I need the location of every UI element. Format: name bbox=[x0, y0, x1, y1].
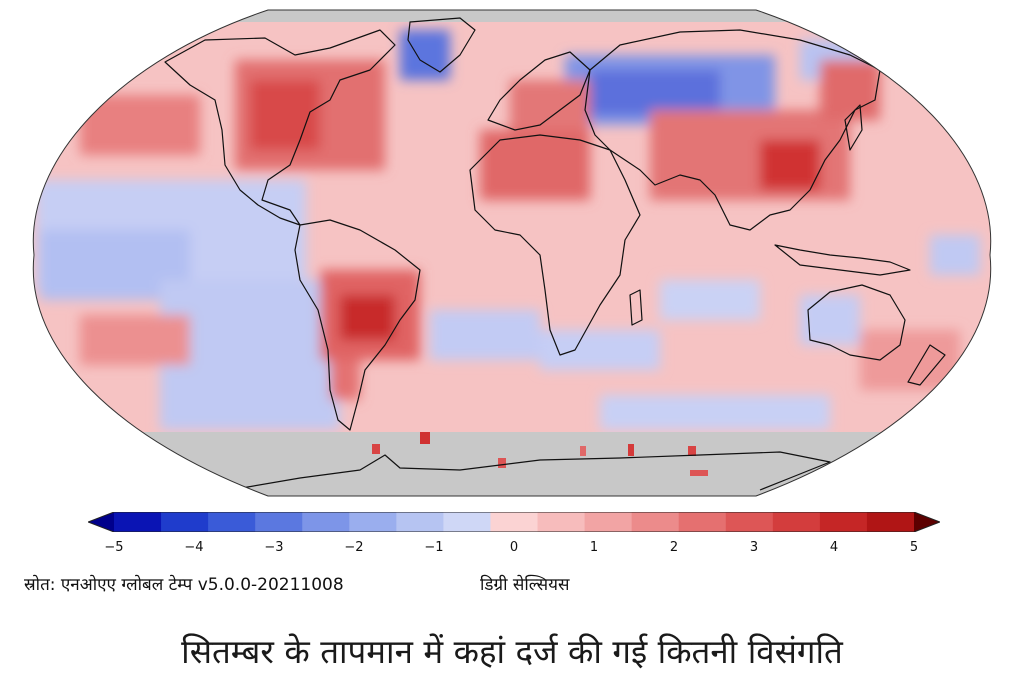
colorbar-segment bbox=[349, 512, 397, 532]
colorbar-segment bbox=[443, 512, 491, 532]
madagascar-outline bbox=[629, 289, 643, 326]
colorbar-segment bbox=[255, 512, 303, 532]
southern-ocean-cool bbox=[600, 395, 830, 430]
south-atlantic-cool bbox=[430, 310, 540, 360]
patagonia-warm bbox=[330, 360, 360, 400]
globe-border bbox=[32, 9, 992, 497]
colorbar-segment bbox=[678, 512, 727, 532]
colorbar-segment bbox=[114, 512, 162, 532]
colorbar-segment bbox=[208, 512, 256, 532]
source-note: स्रोत: एनओएए ग्लोबल टेम्प v5.0.0-2021100… bbox=[24, 575, 344, 595]
colorbar-tick-label: −2 bbox=[344, 540, 364, 555]
australia-outline bbox=[807, 284, 906, 361]
colorbar-segment bbox=[819, 512, 868, 532]
central-pacific-cool bbox=[930, 235, 980, 275]
europe-warm bbox=[510, 80, 590, 130]
colorbar-segment bbox=[537, 512, 586, 532]
arctic-no-data bbox=[33, 10, 991, 22]
japan-outline bbox=[844, 104, 863, 151]
antarctic-no-data bbox=[33, 432, 991, 496]
colorbar-high-arrow bbox=[914, 512, 940, 532]
colorbar-tick-label: 5 bbox=[909, 540, 919, 555]
asia-outline bbox=[584, 29, 881, 231]
antarctica-outline bbox=[229, 451, 831, 491]
colorbar-segment bbox=[725, 512, 774, 532]
colorbar-tick-label: 1 bbox=[589, 540, 599, 555]
colorbar-segment bbox=[866, 512, 915, 532]
indian-ocean-cool bbox=[660, 280, 760, 320]
north-america-outline bbox=[164, 29, 396, 226]
east-asia-hot-core bbox=[760, 140, 820, 190]
new-zealand-outline bbox=[907, 344, 946, 386]
colorbar-tick-label: −5 bbox=[104, 540, 124, 555]
colorbar-segment bbox=[584, 512, 633, 532]
south-america-hot-core bbox=[340, 295, 395, 340]
colorbar-segment bbox=[302, 512, 350, 532]
colorbar-low-arrow bbox=[88, 512, 114, 532]
colorbar-segment bbox=[772, 512, 821, 532]
colorbar-tick-label: 2 bbox=[669, 540, 679, 555]
greenland-outline bbox=[407, 17, 476, 73]
colorbar-tick-label: −4 bbox=[184, 540, 204, 555]
colorbar-segment bbox=[161, 512, 209, 532]
continent-outlines bbox=[164, 17, 946, 491]
south-africa-ocean-cool bbox=[540, 330, 660, 370]
colorbar-tick-labels: −5 −4 −3 −2 −1 0 1 2 3 4 5 bbox=[0, 540, 1024, 560]
antarctic-warm-streaks bbox=[372, 432, 708, 476]
colorbar bbox=[88, 512, 940, 532]
anomaly-patches bbox=[36, 30, 980, 430]
south-pacific-warm bbox=[80, 315, 190, 365]
colorbar-tick-label: −3 bbox=[264, 540, 284, 555]
unit-label: डिग्री सेल्सियस bbox=[480, 575, 570, 595]
western-russia-cold-core bbox=[590, 70, 720, 115]
north-pacific-warm bbox=[80, 95, 200, 155]
colorbar-segment bbox=[396, 512, 444, 532]
colorbar-tick-label: 3 bbox=[749, 540, 759, 555]
south-america-outline bbox=[294, 219, 421, 431]
indonesia-outline bbox=[774, 244, 911, 276]
colorbar-segment bbox=[631, 512, 680, 532]
colorbar-segment bbox=[490, 512, 539, 532]
north-east-asia-warm bbox=[820, 60, 880, 120]
world-temperature-anomaly-map bbox=[32, 9, 992, 497]
africa-outline bbox=[469, 134, 641, 356]
north-atlantic-greenland-cold bbox=[400, 30, 450, 80]
tasman-warm bbox=[860, 330, 960, 390]
colorbar-tick-label: −1 bbox=[424, 540, 444, 555]
colorbar-tick-label: 0 bbox=[509, 540, 519, 555]
north-africa-warm bbox=[480, 130, 590, 200]
colorbar-tick-label: 4 bbox=[829, 540, 839, 555]
map-title: सितम्बर के तापमान में कहां दर्ज की गई कि… bbox=[181, 632, 843, 671]
